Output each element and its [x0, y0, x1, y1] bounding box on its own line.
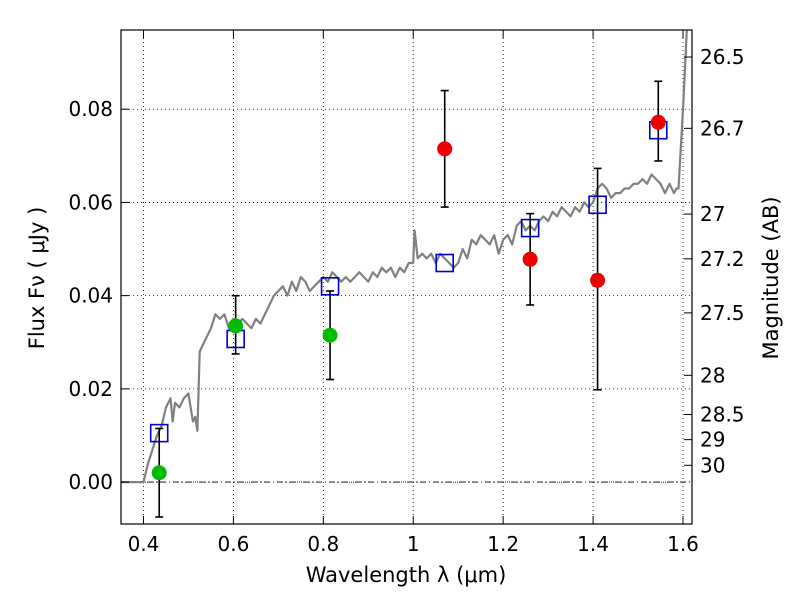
model-point-5: [588, 195, 607, 215]
right-tick-label-8: 30: [700, 453, 725, 477]
x-tick-label-2: 0.8: [307, 532, 339, 556]
model-point-2: [320, 277, 340, 296]
red-point-2: [590, 272, 606, 288]
x-axis-label: Wavelength λ (μm): [306, 563, 507, 587]
template-spectrum: [121, 30, 692, 484]
green-point-1: [228, 318, 244, 334]
x-tick-label-0: 0.4: [128, 532, 160, 556]
x-tick-label-6: 1.6: [667, 532, 699, 556]
model-point-0: [149, 423, 169, 443]
model-point-3: [435, 253, 455, 273]
right-tick-label-7: 29: [700, 428, 725, 452]
plot-frame: [120, 29, 693, 525]
model-points: [149, 120, 668, 443]
model-point-4: [520, 218, 540, 238]
right-tick-label-0: 26.5: [700, 45, 745, 69]
x-axis-ticks: 0.4 0.6 0.8 1 1.2 1.4 1.6: [128, 30, 699, 556]
x-tick-label-4: 1.2: [487, 532, 519, 556]
y-tick-label-0: 0.00: [68, 470, 113, 494]
y-tick-label-4: 0.08: [68, 97, 113, 121]
right-tick-label-6: 28.5: [700, 402, 745, 426]
x-tick-label-3: 1: [407, 532, 420, 556]
right-tick-label-1: 26.7: [700, 116, 745, 140]
right-tick-label-4: 27.5: [700, 301, 745, 325]
red-point-3: [650, 114, 666, 130]
observed-points: [151, 114, 666, 481]
plot-border: [120, 29, 693, 525]
green-point-0: [151, 465, 167, 481]
y-tick-label-1: 0.02: [68, 377, 113, 401]
error-bars: [155, 80, 663, 518]
y-tick-label-3: 0.06: [68, 190, 113, 214]
y-axis-label: Flux Fν ( μJy ): [25, 207, 49, 350]
x-tick-label-1: 0.6: [217, 532, 249, 556]
red-point-0: [437, 141, 453, 157]
right-axis-label: Magnitude (AB): [759, 196, 783, 359]
y-axis-ticks: 0.00 0.02 0.04 0.06 0.08: [68, 97, 129, 494]
x-tick-label-5: 1.4: [577, 532, 609, 556]
right-tick-label-5: 28: [700, 363, 725, 387]
green-point-2: [322, 327, 338, 343]
red-point-1: [522, 251, 538, 267]
grid: [121, 30, 692, 524]
y-tick-label-2: 0.04: [68, 284, 113, 308]
right-tick-label-2: 27: [700, 202, 725, 226]
right-tick-label-3: 27.2: [700, 247, 745, 271]
template-spectrum-line: [121, 30, 692, 484]
